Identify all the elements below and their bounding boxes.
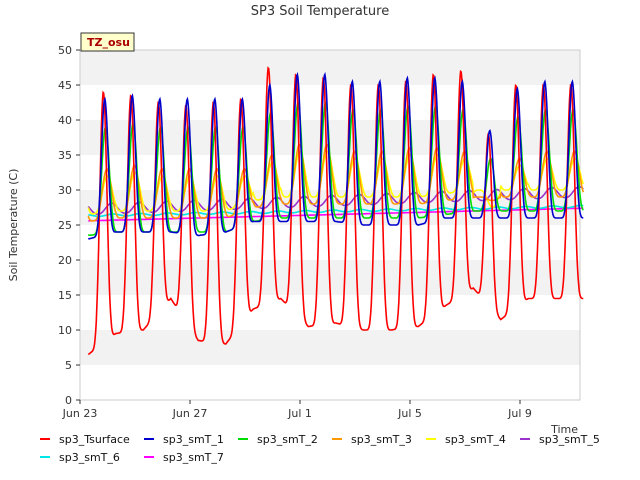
grid-band (80, 330, 580, 365)
series-line-sp3_smT_2 (87, 101, 584, 236)
legend-entry: sp3_smT_3 (351, 433, 412, 446)
y-tick-label: 0 (65, 394, 72, 407)
grid-band (80, 225, 580, 260)
x-tick-label: Jul 5 (397, 407, 422, 420)
legend-entry: sp3_smT_6 (59, 451, 120, 464)
series-line-sp3_Tsurface (87, 66, 584, 356)
grid-bands (80, 50, 580, 400)
series-line-sp3_smT_4 (87, 150, 585, 215)
tz-annotation: TZ_osu (80, 32, 135, 52)
x-tick-label: Jul 9 (507, 407, 532, 420)
y-tick-label: 50 (58, 44, 72, 57)
legend-entry: sp3_smT_7 (163, 451, 224, 464)
legend-entry: sp3_smT_1 (163, 433, 224, 446)
y-tick-label: 20 (58, 254, 72, 267)
x-tick-label: Jul 1 (287, 407, 312, 420)
legend-entry: sp3_smT_2 (257, 433, 318, 446)
x-tick-label: Jun 27 (172, 407, 208, 420)
grid-band (80, 365, 580, 400)
legend-entry: sp3_Tsurface (59, 433, 130, 446)
y-tick-label: 40 (58, 114, 72, 127)
y-axis-label: Soil Temperature (C) (7, 169, 20, 282)
y-tick-label: 45 (58, 79, 72, 92)
chart-title: SP3 Soil Temperature (251, 4, 389, 19)
y-axis: 0 5 10 15 20 25 30 35 40 45 50 (58, 44, 80, 407)
y-tick-label: 30 (58, 184, 72, 197)
series-line-sp3_smT_3 (87, 143, 585, 222)
y-tick-label: 25 (58, 219, 72, 232)
series-layer (87, 66, 585, 356)
series-line-sp3_smT_1 (88, 71, 584, 240)
y-tick-label: 5 (65, 359, 72, 372)
y-tick-label: 35 (58, 149, 72, 162)
x-tick-label: Jun 23 (62, 407, 98, 420)
tz-annotation-box (80, 32, 135, 52)
y-tick-label: 10 (58, 324, 72, 337)
y-tick-label: 15 (58, 289, 72, 302)
legend: sp3_Tsurface sp3_smT_1 sp3_smT_2 sp3_smT_3 s… (40, 433, 600, 464)
legend-entry: sp3_smT_5 (539, 433, 600, 446)
tz-annotation-text: TZ_osu (87, 36, 130, 49)
legend-entry: sp3_smT_4 (445, 433, 506, 446)
x-axis-label: Time (550, 423, 578, 436)
grid-band (80, 85, 580, 120)
grid-band (80, 50, 580, 85)
x-axis: Jun 23 Jun 27 Jul 1 Jul 5 Jul 9 (62, 400, 532, 420)
